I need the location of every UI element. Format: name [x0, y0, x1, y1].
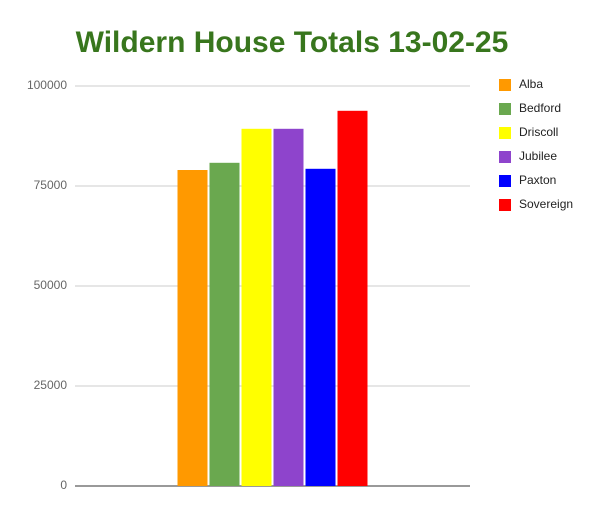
legend-label: Sovereign	[519, 197, 573, 211]
legend-label: Driscoll	[519, 125, 558, 139]
legend-swatch	[499, 151, 511, 163]
bar	[209, 162, 240, 487]
y-tick-label: 0	[60, 478, 67, 492]
bar	[305, 168, 336, 487]
legend-label: Paxton	[519, 173, 556, 187]
bar	[241, 128, 272, 487]
y-tick-label: 50000	[34, 278, 68, 292]
y-tick-label: 100000	[27, 78, 67, 92]
legend-label: Jubilee	[519, 149, 557, 163]
legend-swatch	[499, 199, 511, 211]
bar	[337, 110, 368, 487]
legend-label: Alba	[519, 77, 543, 91]
legend-label: Bedford	[519, 101, 561, 115]
legend-swatch	[499, 175, 511, 187]
bar	[273, 128, 304, 487]
y-tick-label: 25000	[34, 378, 68, 392]
y-tick-label: 75000	[34, 178, 68, 192]
legend-swatch	[499, 79, 511, 91]
bar	[177, 170, 208, 486]
legend-swatch	[499, 127, 511, 139]
chart-title: Wildern House Totals 13-02-25	[76, 26, 509, 59]
legend-swatch	[499, 103, 511, 115]
